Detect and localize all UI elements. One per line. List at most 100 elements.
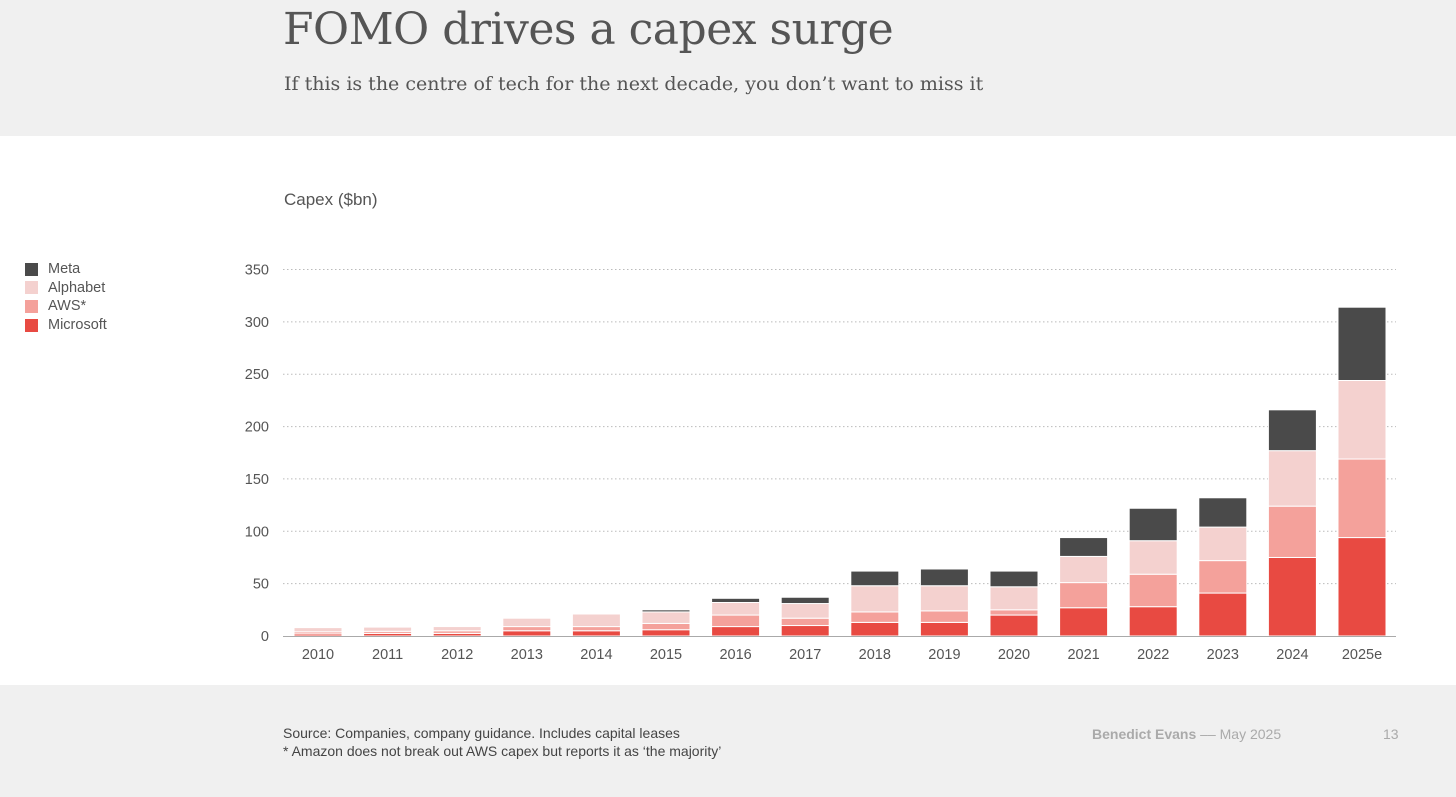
bar-segment: [571, 613, 621, 628]
x-tick-label: 2015: [650, 647, 682, 663]
legend-swatch-meta: [25, 262, 38, 276]
bar-segment: [989, 586, 1039, 611]
bar-segment: [1198, 592, 1248, 637]
bar-segment: [919, 585, 969, 612]
x-tick-label: 2018: [859, 647, 891, 663]
bar-segment: [850, 621, 900, 637]
x-tick-label: 2021: [1067, 647, 1099, 663]
bar-segment: [293, 627, 343, 633]
x-tick-label: 2013: [511, 647, 543, 663]
bar-segment: [1337, 379, 1387, 460]
legend-swatch-microsoft: [25, 318, 38, 332]
bar-segment: [711, 601, 761, 616]
bar-segment: [1128, 507, 1178, 542]
bar-segment: [919, 568, 969, 587]
bar-segment: [1059, 582, 1109, 609]
source-note: Source: Companies, company guidance. Inc…: [283, 724, 721, 760]
legend-item-microsoft: Microsoft: [25, 316, 107, 335]
bar-segment: [1059, 555, 1109, 584]
author-separator: ––: [1200, 726, 1216, 742]
y-tick-label: 250: [245, 367, 269, 383]
bar-segment: [850, 570, 900, 587]
bar-segment: [1059, 607, 1109, 637]
legend-label-microsoft: Microsoft: [48, 317, 107, 334]
legend-label-aws: AWS*: [48, 298, 87, 315]
slide-date: May 2025: [1219, 726, 1282, 742]
y-tick-label: 200: [245, 420, 269, 436]
slide-subtitle: If this is the centre of tech for the ne…: [284, 73, 984, 95]
bar-segment: [641, 629, 691, 637]
bar-segment: [641, 609, 691, 613]
bar-segment: [1337, 306, 1387, 381]
author-credit: Benedict Evans –– May 2025: [1092, 726, 1281, 742]
y-tick-label: 300: [245, 315, 269, 331]
bar-segment: [502, 617, 552, 628]
legend-item-alphabet: Alphabet: [25, 279, 107, 298]
source-line: Source: Companies, company guidance. Inc…: [283, 725, 680, 741]
x-tick-label: 2020: [998, 647, 1030, 663]
x-tick-label: 2017: [789, 647, 821, 663]
header: FOMO drives a capex surge If this is the…: [0, 0, 1456, 136]
legend-item-aws: AWS*: [25, 297, 107, 316]
legend-label-meta: Meta: [48, 261, 81, 278]
x-tick-label: 2012: [441, 647, 473, 663]
legend-swatch-aws: [25, 299, 38, 313]
y-tick-label: 350: [245, 263, 269, 279]
bar-segment: [850, 585, 900, 613]
bar-segment: [780, 625, 830, 637]
y-tick-label: 100: [245, 524, 269, 540]
bar-segment: [1198, 526, 1248, 562]
bar-segment: [780, 596, 830, 605]
bar-segment: [1128, 540, 1178, 575]
bar-segment: [1267, 556, 1317, 637]
footnote-line: * Amazon does not break out AWS capex bu…: [283, 743, 722, 759]
legend-item-meta: Meta: [25, 260, 107, 279]
bar-segment: [989, 570, 1039, 588]
bar-segment: [1267, 505, 1317, 558]
bar-segment: [989, 609, 1039, 616]
x-tick-label: 2011: [372, 647, 403, 663]
bar-segment: [363, 626, 413, 632]
x-tick-label: 2014: [580, 647, 612, 663]
bar-segment: [711, 614, 761, 628]
y-tick-label: 150: [245, 472, 269, 488]
bar-segment: [1128, 573, 1178, 608]
legend-swatch-alphabet: [25, 281, 38, 295]
bar-segment: [780, 603, 830, 619]
bar-segment: [919, 610, 969, 623]
footer: [0, 685, 1456, 797]
bar-segment: [641, 611, 691, 624]
x-tick-label: 2019: [928, 647, 960, 663]
x-tick-label: 2023: [1207, 647, 1239, 663]
bar-segment: [989, 614, 1039, 637]
legend-label-alphabet: Alphabet: [48, 279, 106, 296]
x-tick-label: 2022: [1137, 647, 1169, 663]
bar-segment: [1267, 450, 1317, 507]
bar-segment: [1337, 458, 1387, 539]
bar-segment: [711, 626, 761, 637]
x-tick-label: 2016: [719, 647, 751, 663]
bar-segment: [641, 622, 691, 631]
bar-segment: [1337, 537, 1387, 637]
bar-segment: [919, 621, 969, 637]
page-number: 13: [1383, 726, 1399, 742]
legend: Meta Alphabet AWS* Microsoft: [25, 260, 107, 334]
x-tick-label: 2010: [302, 647, 334, 663]
bar-segment: [850, 611, 900, 623]
bar-segment: [502, 626, 552, 632]
bar-segment: [432, 626, 482, 632]
bar-segment: [571, 626, 621, 632]
slide-title: FOMO drives a capex surge: [283, 4, 894, 55]
bar-segment: [571, 630, 621, 637]
y-axis-label: Capex ($bn): [284, 190, 378, 209]
bar-segment: [711, 597, 761, 603]
bar-segment: [1059, 537, 1109, 557]
bar-segment: [502, 630, 552, 637]
x-tick-label: 2024: [1276, 647, 1308, 663]
bar-segment: [1198, 497, 1248, 528]
bar-segment: [1267, 409, 1317, 452]
x-tick-label: 2025e: [1342, 647, 1382, 663]
bar-segment: [1128, 606, 1178, 637]
author-name: Benedict Evans: [1092, 726, 1197, 742]
